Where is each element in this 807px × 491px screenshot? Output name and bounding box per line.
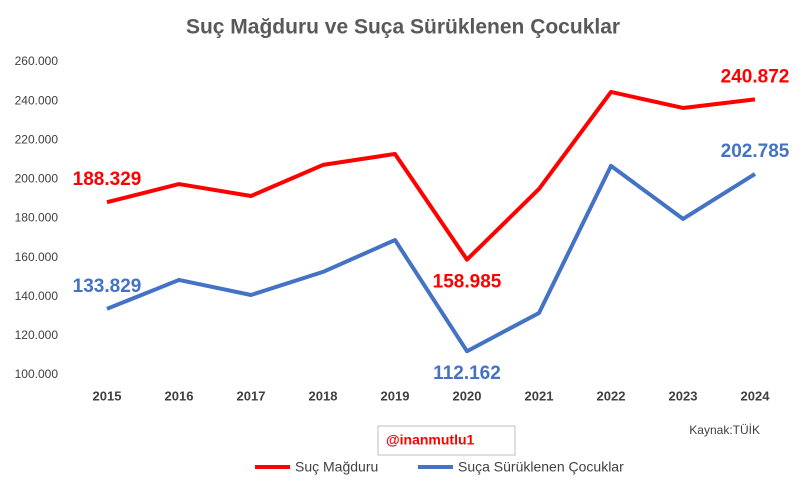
annotation-box — [377, 425, 516, 456]
x-tick-label: 2022 — [597, 388, 626, 403]
legend-label: Suça Sürüklenen Çocuklar — [458, 459, 624, 475]
y-tick-label: 220.000 — [15, 132, 59, 146]
x-tick-label: 2016 — [165, 388, 194, 403]
data-label: 240.872 — [721, 66, 790, 87]
y-tick-label: 120.000 — [15, 328, 59, 342]
x-tick-label: 2017 — [237, 388, 266, 403]
x-tick-label: 2018 — [309, 388, 338, 403]
x-tick-label: 2015 — [93, 388, 122, 403]
y-tick-label: 240.000 — [15, 93, 59, 107]
series-line — [106, 89, 756, 262]
data-label: 158.985 — [433, 272, 502, 293]
x-tick-label: 2024 — [741, 388, 771, 403]
x-tick-label: 2021 — [525, 388, 554, 403]
data-label: 133.829 — [73, 276, 142, 297]
annotation: @inanmutlu1 — [386, 432, 475, 448]
x-tick-label: 2019 — [381, 388, 410, 403]
legend-label: Suç Mağduru — [295, 459, 378, 475]
series-line — [106, 163, 757, 354]
y-tick-label: 140.000 — [15, 289, 59, 303]
data-label: 202.785 — [721, 141, 790, 162]
data-label: 112.162 — [433, 363, 501, 384]
x-tick-label: 2020 — [453, 388, 482, 403]
x-tick-label: 2023 — [669, 388, 698, 403]
y-tick-label: 160.000 — [15, 250, 59, 264]
y-tick-label: 260.000 — [15, 54, 59, 68]
y-tick-label: 100.000 — [15, 367, 59, 381]
chart-title: Suç Mağduru ve Suça Sürüklenen Çocuklar — [186, 16, 620, 39]
y-tick-label: 200.000 — [15, 172, 59, 186]
data-label: 188.329 — [73, 169, 142, 190]
y-tick-label: 180.000 — [15, 211, 59, 225]
source-note: Kaynak:TÜİK — [689, 423, 760, 437]
